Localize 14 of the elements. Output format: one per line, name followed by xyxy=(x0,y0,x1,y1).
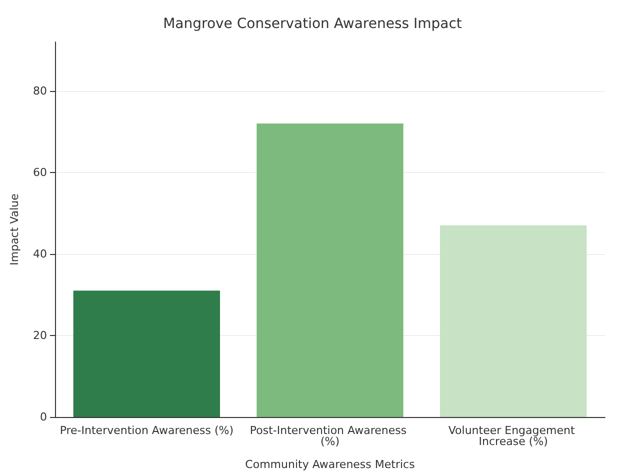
x-tick-label: Pre-Intervention Awareness (%) xyxy=(60,424,234,437)
x-tick-label: Volunteer Engagement Increase (%) xyxy=(448,424,578,448)
y-tick-label: 0 xyxy=(40,410,47,424)
x-tick-label: Post-Intervention Awareness (%) xyxy=(250,424,410,448)
bar xyxy=(73,290,220,417)
x-axis-title: Community Awareness Metrics xyxy=(245,458,416,471)
bar xyxy=(256,124,404,417)
y-axis-title: Impact Value xyxy=(8,193,21,266)
y-tick-label: 60 xyxy=(33,166,47,179)
chart-title: Mangrove Conservation Awareness Impact xyxy=(163,16,462,32)
bar xyxy=(440,225,587,417)
y-tick-label: 40 xyxy=(33,247,47,260)
y-tick-label: 20 xyxy=(33,328,47,342)
y-tick-label: 80 xyxy=(33,84,47,98)
